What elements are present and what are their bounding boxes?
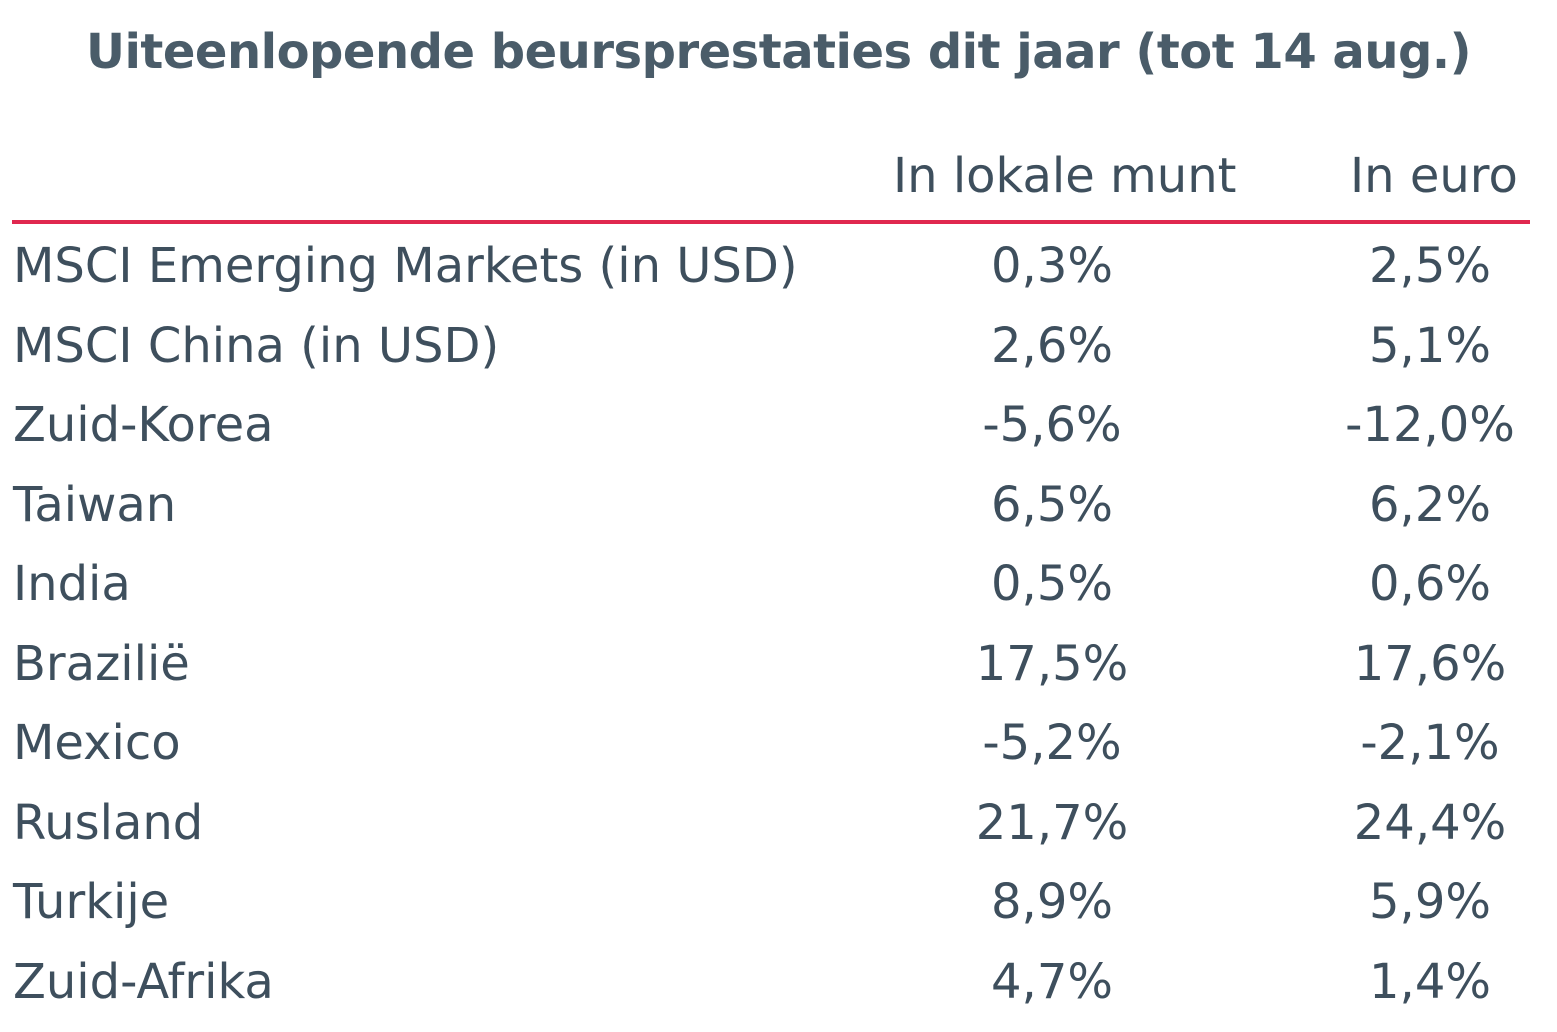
table-title: Uiteenlopende beursprestaties dit jaar (… [85,24,1472,80]
table-row: MSCI Emerging Markets (in USD) 0,3% 2,5% [0,232,1557,312]
local-currency-value: 8,9% [991,874,1113,930]
header-divider [12,220,1530,224]
local-currency-value: 0,3% [991,238,1113,294]
row-label: Braziliё [13,635,190,692]
table-row: Taiwan 6,5% 6,2% [0,471,1557,551]
row-label: India [13,556,131,612]
table-header: In lokale munt In euro [0,148,1557,212]
euro-value: 0,6% [1369,556,1491,612]
local-currency-value: 4,7% [991,953,1113,1010]
euro-value: 6,2% [1369,476,1491,533]
euro-value: 24,4% [1353,794,1507,851]
euro-value: 5,9% [1369,874,1491,930]
row-label: Zuid-Korea [13,397,274,453]
local-currency-value: 21,7% [975,794,1129,851]
local-currency-value: -5,6% [982,397,1122,453]
row-label: Turkije [13,874,170,930]
row-label: Taiwan [13,476,177,533]
table-row: Mexico -5,2% -2,1% [0,709,1557,789]
column-header-local-currency: In lokale munt [893,148,1237,204]
local-currency-value: 17,5% [975,635,1129,692]
row-label: Rusland [13,794,204,851]
row-label: Mexico [13,715,181,771]
column-header-euro: In euro [1350,148,1518,204]
table-row: MSCI China (in USD) 2,6% 5,1% [0,312,1557,392]
local-currency-value: 6,5% [991,476,1113,533]
euro-value: -2,1% [1360,715,1500,771]
euro-value: 1,4% [1369,953,1491,1010]
euro-value: 5,1% [1369,317,1491,374]
local-currency-value: 2,6% [991,317,1113,374]
table-row: Rusland 21,7% 24,4% [0,789,1557,869]
local-currency-value: -5,2% [982,715,1122,771]
table-row: Zuid-Korea -5,6% -12,0% [0,391,1557,471]
table-row: Zuid-Afrika 4,7% 1,4% [0,948,1557,1028]
table-row: Turkije 8,9% 5,9% [0,868,1557,948]
euro-value: -12,0% [1345,397,1515,453]
table-row: India 0,5% 0,6% [0,550,1557,630]
row-label: MSCI Emerging Markets (in USD) [13,238,798,294]
table-body: MSCI Emerging Markets (in USD) 0,3% 2,5%… [0,232,1557,1027]
row-label: Zuid-Afrika [13,953,274,1010]
euro-value: 2,5% [1369,238,1491,294]
table-row: Braziliё 17,5% 17,6% [0,630,1557,710]
row-label: MSCI China (in USD) [13,317,500,374]
local-currency-value: 0,5% [991,556,1113,612]
euro-value: 17,6% [1353,635,1507,692]
